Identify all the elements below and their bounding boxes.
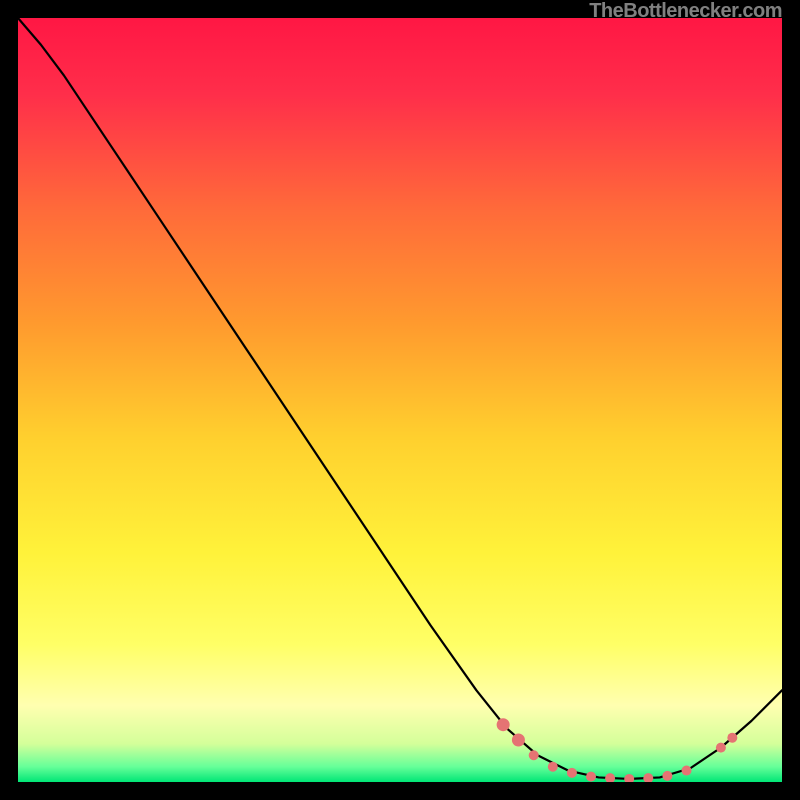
marker-point bbox=[529, 750, 539, 760]
marker-point bbox=[567, 768, 577, 778]
bottleneck-curve bbox=[18, 18, 782, 779]
chart-container: TheBottlenecker.com bbox=[0, 0, 800, 800]
marker-point bbox=[512, 733, 525, 746]
marker-point bbox=[727, 733, 737, 743]
curve-layer bbox=[18, 18, 782, 782]
marker-point bbox=[662, 771, 672, 781]
marker-point bbox=[586, 772, 596, 782]
marker-point bbox=[682, 766, 692, 776]
marker-point bbox=[624, 774, 634, 782]
marker-point bbox=[548, 762, 558, 772]
marker-point bbox=[497, 718, 510, 731]
marker-point bbox=[643, 773, 653, 782]
marker-point bbox=[716, 743, 726, 753]
marker-point bbox=[605, 773, 615, 782]
plot-area bbox=[18, 18, 782, 782]
watermark-text: TheBottlenecker.com bbox=[589, 0, 782, 23]
